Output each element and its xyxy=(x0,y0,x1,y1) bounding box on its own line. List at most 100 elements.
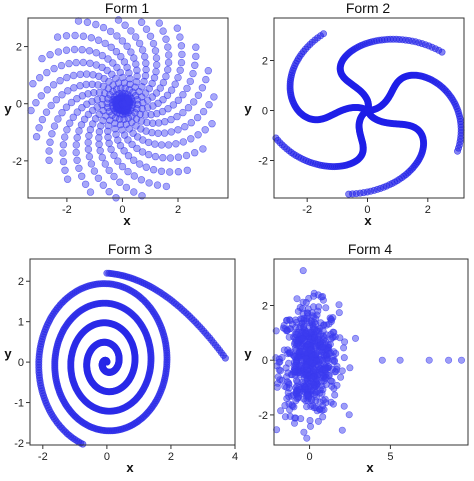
scatter-point xyxy=(174,153,183,161)
scatter-point xyxy=(300,323,308,331)
scatter-point xyxy=(198,84,207,92)
scatter-point xyxy=(84,110,93,119)
scatter-point xyxy=(35,73,44,82)
scatter-point xyxy=(90,88,98,97)
scatter-point xyxy=(319,343,327,351)
scatter-point xyxy=(176,33,184,41)
scatter-point xyxy=(64,87,72,95)
scatter-point xyxy=(289,351,297,359)
scatter-point xyxy=(130,54,138,62)
scatter-point xyxy=(86,188,95,196)
scatter-point xyxy=(58,108,66,117)
scatter-point xyxy=(174,96,183,105)
scatter-point xyxy=(62,32,71,40)
scatter-point xyxy=(63,73,71,82)
scatter-point xyxy=(46,138,54,146)
scatter-point xyxy=(60,133,69,141)
y-tick-label: 2 xyxy=(262,301,268,313)
scatter-point xyxy=(142,127,150,135)
scatter-point xyxy=(136,110,144,118)
scatter-point xyxy=(82,80,90,89)
scatter-point xyxy=(300,374,308,382)
chart-title: Form 2 xyxy=(346,0,391,16)
scatter-point xyxy=(199,145,207,153)
scatter-point xyxy=(88,80,96,89)
scatter-point xyxy=(99,181,108,189)
y-tick-label: 0 xyxy=(262,355,268,367)
scatter-point xyxy=(204,66,213,75)
scatter-point xyxy=(145,179,153,187)
scatter-point xyxy=(59,149,67,157)
scatter-point xyxy=(92,20,100,29)
scatter-point xyxy=(182,151,191,160)
scatter-point xyxy=(210,93,218,101)
y-tick-label: 0 xyxy=(16,99,22,111)
scatter-point xyxy=(43,68,51,77)
y-tick-label: -2 xyxy=(258,156,268,168)
scatter-point xyxy=(107,145,115,154)
scatter-point xyxy=(292,336,300,344)
tick-labels: -2 0 2 -2 0 2 xyxy=(12,42,181,216)
scatter-point xyxy=(174,126,182,134)
scatter-point xyxy=(78,45,86,54)
scatter-point xyxy=(162,182,171,191)
panel-form-4: Form 4 x y 0 5 -2 0 2 xyxy=(244,241,469,475)
scatter-point xyxy=(299,267,307,275)
scatter-point xyxy=(86,59,94,67)
scatter-point xyxy=(94,36,103,44)
scatter-point xyxy=(329,328,337,336)
scatter-point xyxy=(274,373,282,381)
scatter-point xyxy=(192,43,200,51)
scatter-point xyxy=(174,73,182,82)
scatter-point xyxy=(164,65,172,74)
scatter-point xyxy=(303,434,311,442)
scatter-point xyxy=(161,117,169,126)
scatter-point xyxy=(321,395,329,403)
scatter-point xyxy=(312,320,320,328)
scatter-point xyxy=(438,48,446,56)
scatter-point xyxy=(272,327,280,335)
scatter-point xyxy=(155,19,164,27)
scatter-point xyxy=(163,91,172,100)
scatter-point xyxy=(86,125,95,134)
scatter-point xyxy=(118,162,127,171)
scatter-point xyxy=(72,148,80,157)
scatter-point xyxy=(73,134,81,142)
scatter-point xyxy=(157,141,166,149)
scatter-point xyxy=(32,98,40,107)
scatter-point xyxy=(306,416,314,424)
scatter-point xyxy=(107,43,115,51)
scatter-point xyxy=(319,332,327,340)
y-tick-label: -2 xyxy=(12,156,22,168)
scatter-point xyxy=(132,60,140,68)
scatter-point xyxy=(275,366,283,374)
scatter-point xyxy=(183,166,192,175)
scatter-point xyxy=(294,307,302,315)
scatter-point xyxy=(89,71,97,79)
x-axis-label: x xyxy=(126,460,134,475)
scatter-point xyxy=(298,347,306,355)
scatter-point xyxy=(303,391,311,399)
scatter-point xyxy=(113,32,121,40)
scatter-point xyxy=(48,130,56,138)
scatter-point xyxy=(90,167,99,175)
scatter-point xyxy=(335,301,343,309)
scatter-point xyxy=(127,27,135,35)
scatter-point xyxy=(328,382,336,390)
scatter-point xyxy=(316,406,324,414)
scatter-point xyxy=(306,358,314,366)
scatter-point xyxy=(137,18,146,26)
scatter-point xyxy=(151,140,159,148)
scatter-point xyxy=(133,144,141,153)
scatter-point xyxy=(171,80,179,88)
scatter-point xyxy=(282,364,290,372)
scatter-point xyxy=(169,101,178,109)
scatter-point xyxy=(54,48,63,56)
y-tick-label: 0 xyxy=(262,106,268,118)
scatter-point xyxy=(154,99,162,108)
scatter-point xyxy=(174,168,183,176)
scatter-point xyxy=(179,108,187,117)
scatter-point xyxy=(120,147,128,155)
scatter-point xyxy=(46,50,54,59)
